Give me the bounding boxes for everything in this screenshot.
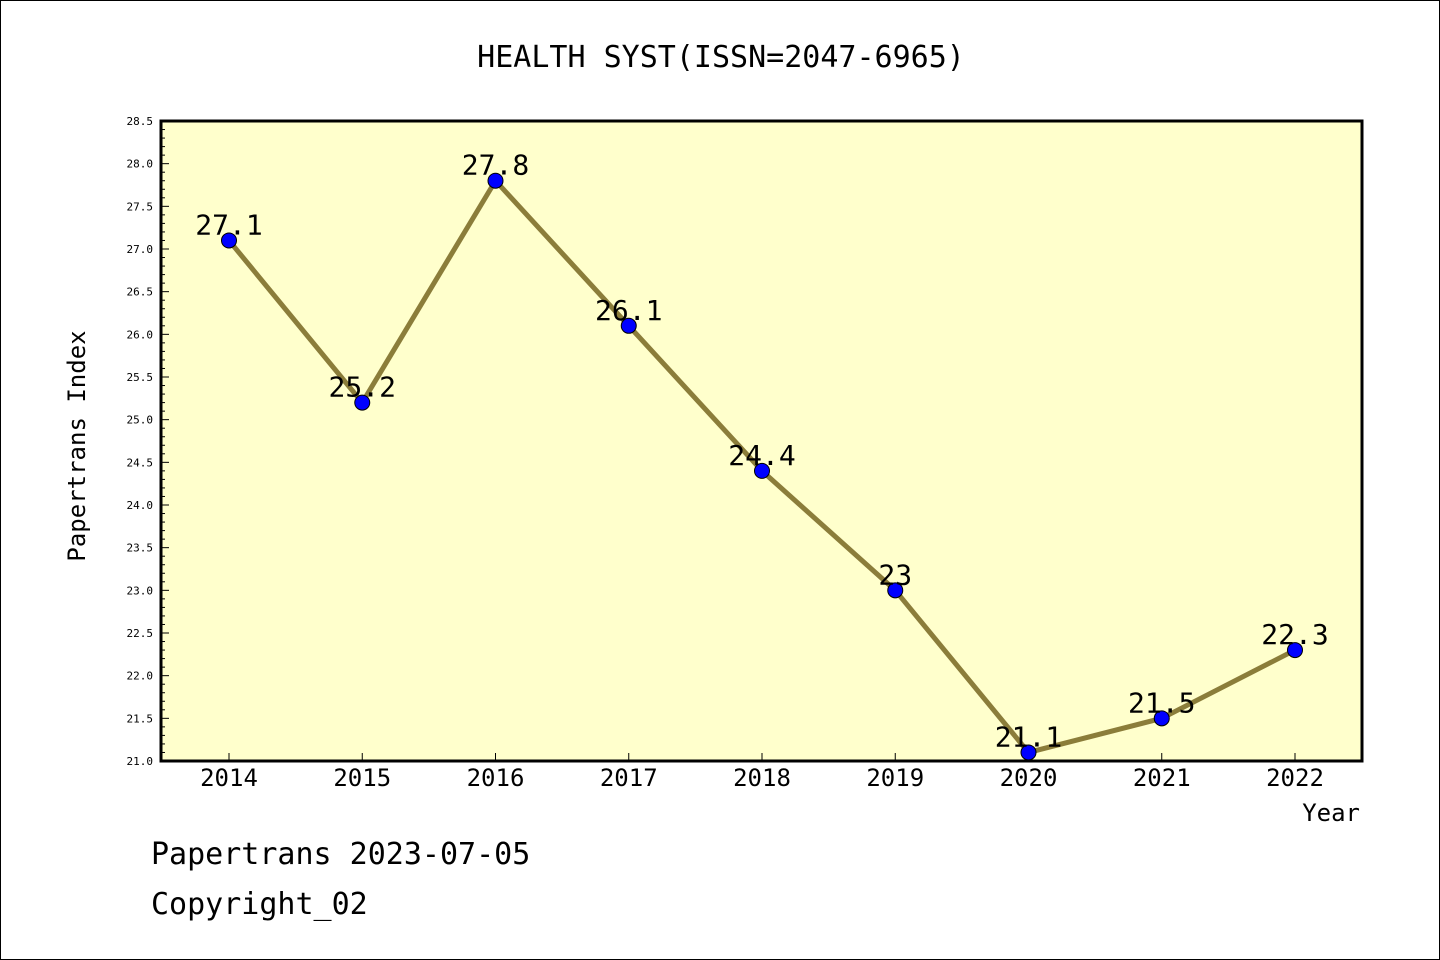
data-point-marker: [620, 317, 637, 334]
data-point-marker: [487, 172, 504, 189]
data-label: 27.8: [462, 149, 529, 182]
chart-title: HEALTH SYST(ISSN=2047-6965): [477, 40, 965, 75]
y-tick-label: 23.5: [127, 542, 154, 555]
data-label: 26.1: [595, 294, 662, 327]
y-tick-label: 26.5: [127, 286, 154, 299]
y-tick-label: 21.0: [127, 755, 154, 768]
x-tick-label: 2016: [467, 764, 525, 792]
y-tick-label: 28.5: [127, 115, 154, 128]
y-tick-label: 28.0: [127, 158, 154, 171]
data-label: 22.3: [1261, 618, 1328, 651]
y-tick-label: 22.0: [127, 670, 154, 683]
x-tick-label: 2017: [600, 764, 658, 792]
data-point-marker: [354, 394, 371, 411]
data-label: 24.4: [728, 439, 795, 472]
y-tick-label: 25.5: [127, 371, 154, 384]
y-tick-label: 24.0: [127, 499, 154, 512]
y-tick-label: 27.0: [127, 243, 154, 256]
data-point-marker: [221, 232, 237, 249]
data-label-layer: 27.1 25.2 27.8 26.1 24.4 23 21.1 21.5 22.3: [195, 149, 1328, 754]
y-axis: 21.0 21.5 22.0 22.5 23.0 23.5 24.0 24.5 25.0 25.5…: [127, 115, 169, 768]
x-tick-label: 2020: [1000, 764, 1058, 792]
y-tick-label: 21.5: [127, 712, 154, 725]
y-tick-label: 24.5: [127, 456, 154, 469]
plot-area: [161, 121, 1362, 761]
y-tick-label: 27.5: [127, 200, 154, 213]
y-axis-title: Papertrans Index: [63, 330, 91, 561]
data-point-marker: [1153, 710, 1170, 727]
data-point-marker: [754, 462, 770, 479]
x-tick-label: 2018: [733, 764, 791, 792]
data-label: 21.1: [995, 720, 1062, 753]
data-point-marker: [887, 582, 904, 599]
x-tick-label: 2014: [200, 764, 258, 792]
x-axis-title: Year: [1302, 799, 1360, 827]
y-tick-label: 25.0: [127, 414, 154, 427]
footer-copyright: Copyright_02: [151, 887, 368, 922]
data-label: 23: [878, 558, 912, 591]
y-tick-label: 22.5: [127, 627, 154, 640]
x-tick-label: 2021: [1133, 764, 1191, 792]
footer-date: Papertrans 2023-07-05: [151, 837, 531, 872]
data-point-marker: [1287, 642, 1303, 659]
x-tick-label: 2015: [333, 764, 391, 792]
x-tick-label: 2022: [1266, 764, 1324, 792]
marker-layer: [221, 172, 1303, 761]
data-label: 25.2: [329, 371, 396, 404]
data-label: 27.1: [195, 208, 262, 241]
y-tick-label: 23.0: [127, 584, 154, 597]
y-tick-label: 26.0: [127, 328, 154, 341]
plot-border: [159, 119, 1364, 763]
data-label: 21.5: [1128, 686, 1195, 719]
x-tick-label: 2019: [866, 764, 924, 792]
